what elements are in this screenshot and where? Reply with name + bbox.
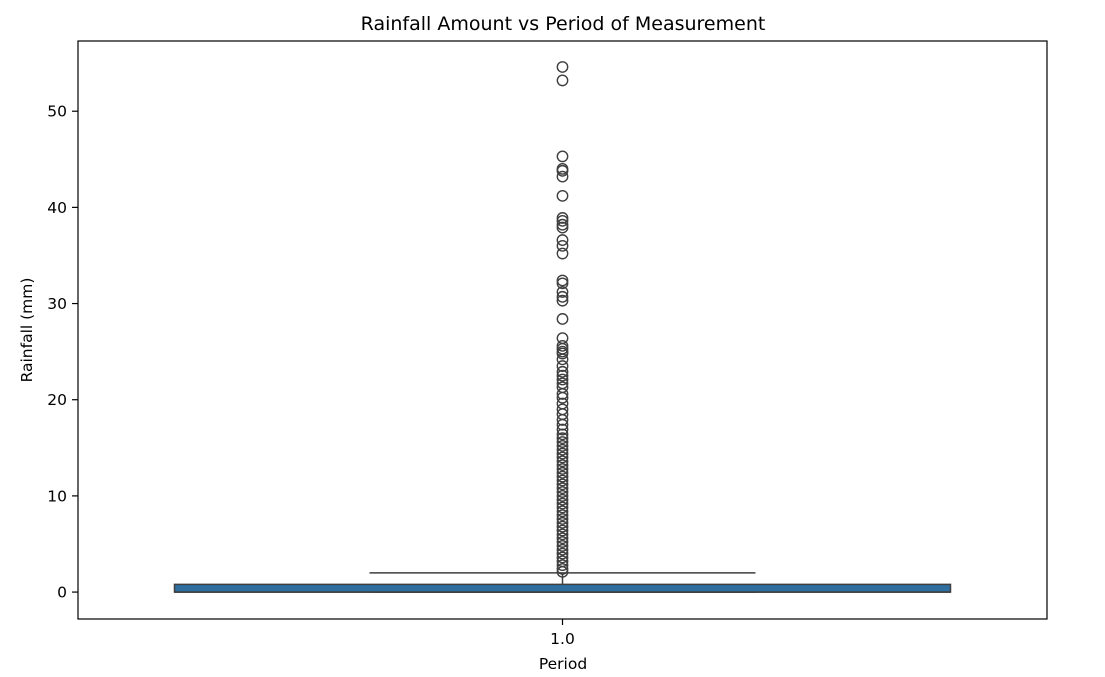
outlier-point <box>556 212 569 224</box>
outlier-point <box>556 214 569 227</box>
box-iqr <box>173 583 952 593</box>
outlier-point <box>556 234 569 246</box>
outlier-point <box>556 493 569 506</box>
outlier-point <box>556 360 569 372</box>
outlier-point <box>556 286 569 298</box>
outlier-point <box>556 247 569 260</box>
outlier-point <box>556 540 569 552</box>
outlier-point <box>556 414 569 426</box>
outlier-point <box>556 150 569 163</box>
outlier-point <box>556 353 569 366</box>
outlier-point <box>556 313 569 325</box>
outlier-point <box>556 474 569 487</box>
outlier-point <box>556 428 569 441</box>
outlier-point <box>556 418 569 431</box>
outlier-point <box>556 290 569 303</box>
outlier-point <box>556 447 569 460</box>
outlier-point <box>556 489 569 502</box>
outlier-point <box>556 536 569 548</box>
outlier-point <box>556 439 569 452</box>
outlier-point <box>556 482 569 495</box>
y-tick-label: 50 <box>47 103 67 121</box>
outlier-point <box>556 189 569 202</box>
outlier-point <box>556 486 569 498</box>
y-tick-label: 10 <box>47 487 67 505</box>
outlier-point <box>556 339 569 352</box>
plot-area <box>173 61 952 593</box>
y-axis: 0 10 20 30 40 50 <box>47 103 78 602</box>
outlier-point <box>556 388 569 400</box>
x-axis: 1.0 <box>550 619 575 648</box>
outlier-point <box>556 277 569 290</box>
outlier-point <box>556 436 569 448</box>
outlier-point <box>556 274 569 287</box>
outlier-point <box>556 470 569 483</box>
outlier-point <box>556 432 569 445</box>
outlier-point <box>556 451 569 464</box>
outlier-point <box>556 497 569 510</box>
chart-title: Rainfall Amount vs Period of Measurement <box>361 13 766 35</box>
y-tick-label: 0 <box>57 584 67 602</box>
outlier-point <box>556 543 569 556</box>
outlier-point <box>556 513 569 525</box>
outlier-point <box>556 170 569 183</box>
y-tick-label: 40 <box>47 199 67 217</box>
outlier-point <box>556 520 569 533</box>
outlier-point <box>556 524 569 537</box>
outlier-point <box>556 516 569 529</box>
outlier-point <box>556 294 569 307</box>
x-tick-label: 1.0 <box>550 630 575 648</box>
outlier-point <box>556 501 569 514</box>
outlier-point <box>556 61 569 73</box>
outlier-point <box>556 347 569 360</box>
outlier-point <box>556 164 569 177</box>
outlier-point <box>556 532 569 545</box>
y-tick-label: 30 <box>47 295 67 313</box>
outlier-point <box>556 478 569 491</box>
outlier-point <box>556 423 569 436</box>
outlier-point <box>556 463 569 475</box>
outlier-point <box>556 559 569 572</box>
outlier-point <box>556 565 569 578</box>
outlier-point <box>556 528 569 541</box>
outlier-point <box>556 459 569 472</box>
outlier-point <box>556 239 569 252</box>
x-axis-label: Period <box>539 655 587 673</box>
outlier-point <box>556 563 569 575</box>
outlier-point <box>556 547 569 560</box>
outlier-point <box>556 509 569 522</box>
outlier-point <box>556 373 569 386</box>
outlier-point <box>556 369 569 382</box>
outlier-point <box>556 391 569 404</box>
outlier-point <box>556 221 569 234</box>
outlier-point <box>556 466 569 479</box>
y-tick-label: 20 <box>47 391 67 409</box>
outlier-point <box>556 443 569 456</box>
outlier-point <box>556 74 569 87</box>
y-axis-label: Rainfall (mm) <box>18 278 36 383</box>
outlier-point <box>556 551 569 564</box>
outlier-point <box>556 455 569 468</box>
outlier-point <box>556 505 569 518</box>
outlier-point <box>556 218 569 231</box>
outlier-point <box>556 365 569 378</box>
